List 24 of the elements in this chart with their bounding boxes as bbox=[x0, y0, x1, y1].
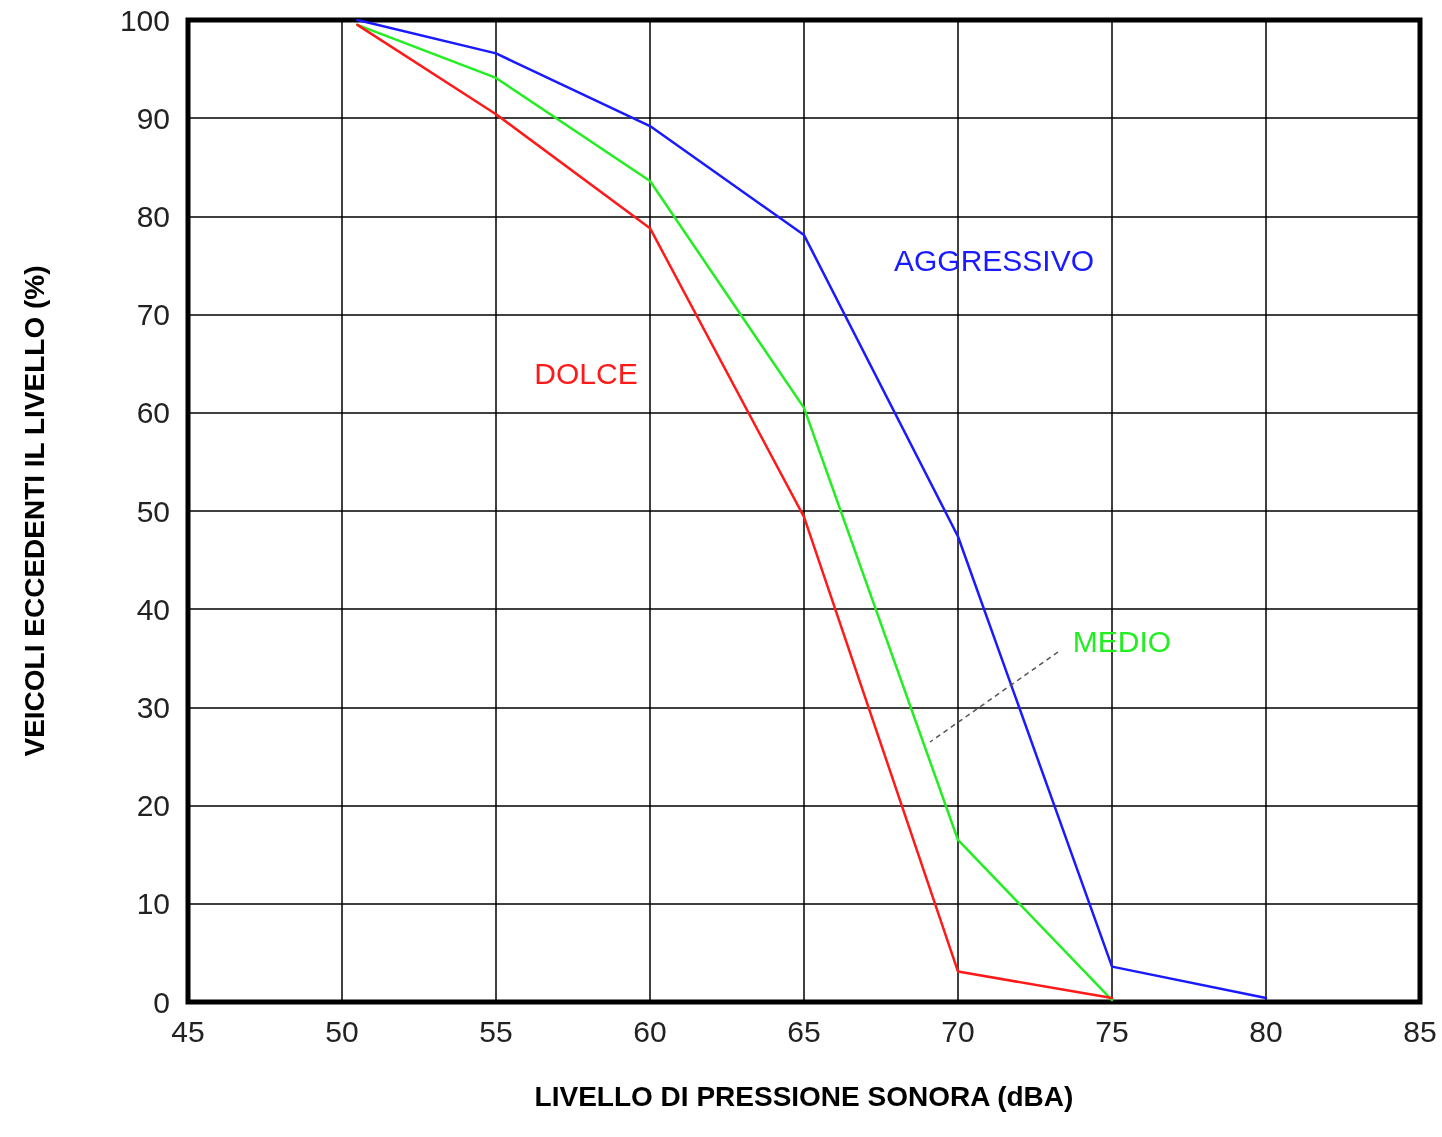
y-tick-label: 100 bbox=[119, 3, 170, 37]
x-tick-label: 60 bbox=[633, 1014, 667, 1048]
y-tick-label: 20 bbox=[136, 789, 170, 823]
y-axis-title: VEICOLI ECCEDENTI IL LIVELLO (%) bbox=[18, 265, 50, 757]
x-tick-label: 50 bbox=[325, 1014, 359, 1048]
x-tick-label: 45 bbox=[171, 1014, 205, 1048]
x-tick-label: 70 bbox=[941, 1014, 975, 1048]
y-tick-label: 80 bbox=[136, 199, 170, 233]
y-tick-label: 90 bbox=[136, 101, 170, 135]
x-tick-label: 55 bbox=[479, 1014, 513, 1048]
y-tick-label: 30 bbox=[136, 690, 170, 724]
x-tick-label: 65 bbox=[787, 1014, 821, 1048]
x-tick-label: 85 bbox=[1403, 1014, 1437, 1048]
x-tick-label: 75 bbox=[1095, 1014, 1129, 1048]
text: DOLCE bbox=[534, 356, 638, 390]
y-tick-label: 40 bbox=[136, 592, 170, 626]
line-series bbox=[356, 18, 1268, 1000]
y-tick-label: 70 bbox=[136, 298, 170, 332]
y-tick-label: 10 bbox=[136, 887, 170, 921]
x-axis-title: LIVELLO DI PRESSIONE SONORA (dBA) bbox=[534, 1080, 1074, 1112]
y-tick-label: 0 bbox=[153, 985, 170, 1019]
y-tick-label: 50 bbox=[136, 494, 170, 528]
y-tick-label: 60 bbox=[136, 396, 170, 430]
x-tick-label: 80 bbox=[1249, 1014, 1283, 1048]
